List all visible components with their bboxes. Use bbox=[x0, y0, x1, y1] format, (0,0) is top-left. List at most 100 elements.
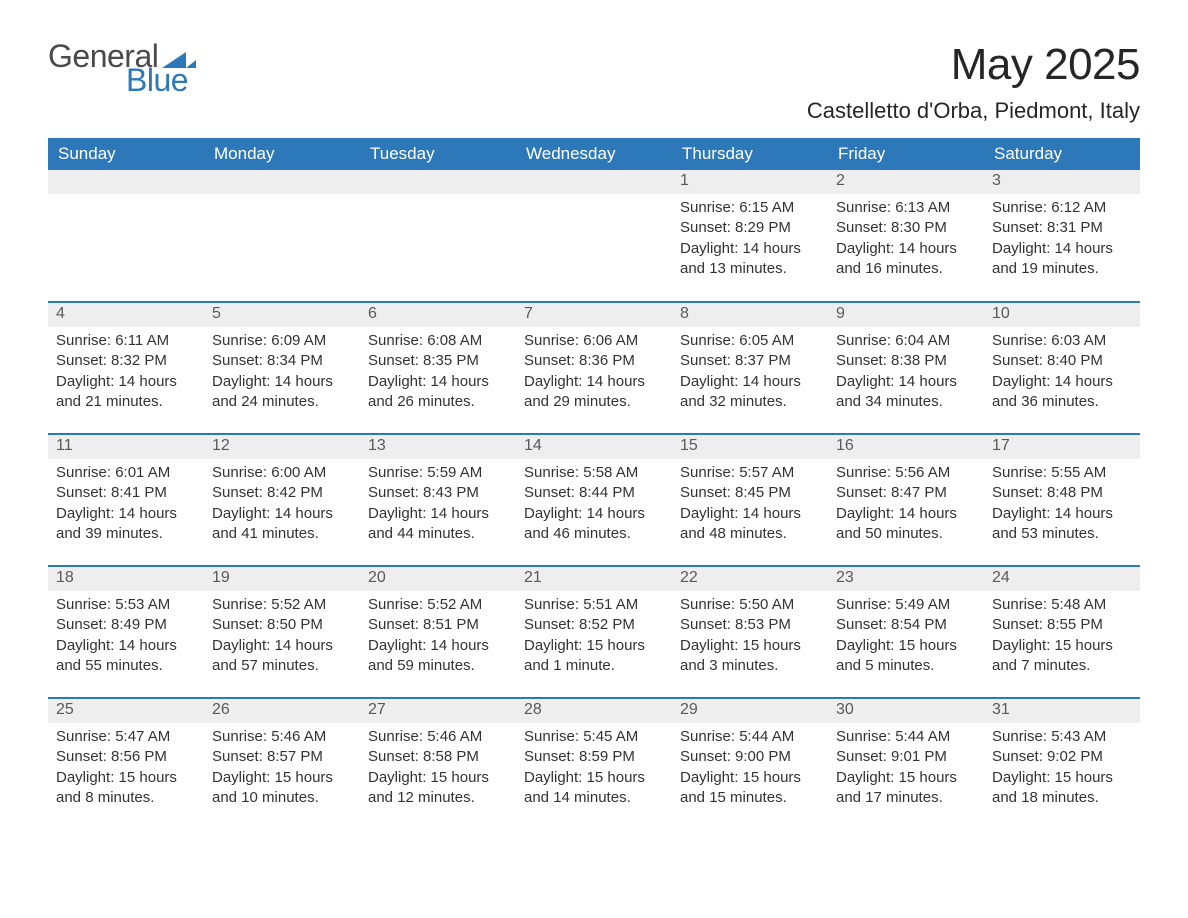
daylight-line-1: Daylight: 15 hours bbox=[524, 636, 664, 656]
calendar-cell: 21Sunrise: 5:51 AMSunset: 8:52 PMDayligh… bbox=[516, 566, 672, 698]
daylight-line-2: and 55 minutes. bbox=[56, 656, 196, 676]
day-number: 31 bbox=[984, 699, 1140, 723]
sunrise-line: Sunrise: 5:48 AM bbox=[992, 595, 1132, 615]
day-number: 7 bbox=[516, 303, 672, 327]
daylight-line-1: Daylight: 14 hours bbox=[836, 239, 976, 259]
brand-logo: General Blue bbox=[48, 40, 196, 96]
calendar-cell: 14Sunrise: 5:58 AMSunset: 8:44 PMDayligh… bbox=[516, 434, 672, 566]
daylight-line-2: and 59 minutes. bbox=[368, 656, 508, 676]
title-block: May 2025 Castelletto d'Orba, Piedmont, I… bbox=[807, 40, 1140, 134]
calendar-cell: 4Sunrise: 6:11 AMSunset: 8:32 PMDaylight… bbox=[48, 302, 204, 434]
daylight-line-1: Daylight: 15 hours bbox=[368, 768, 508, 788]
daylight-line-2: and 46 minutes. bbox=[524, 524, 664, 544]
day-number: 27 bbox=[360, 699, 516, 723]
daylight-line-2: and 26 minutes. bbox=[368, 392, 508, 412]
month-title: May 2025 bbox=[807, 40, 1140, 90]
daylight-line-1: Daylight: 14 hours bbox=[524, 504, 664, 524]
calendar-cell: 11Sunrise: 6:01 AMSunset: 8:41 PMDayligh… bbox=[48, 434, 204, 566]
calendar-cell: 8Sunrise: 6:05 AMSunset: 8:37 PMDaylight… bbox=[672, 302, 828, 434]
sunset-line: Sunset: 8:29 PM bbox=[680, 218, 820, 238]
daylight-line-1: Daylight: 14 hours bbox=[992, 239, 1132, 259]
daylight-line-1: Daylight: 14 hours bbox=[212, 372, 352, 392]
day-number bbox=[204, 170, 360, 194]
sunset-line: Sunset: 8:31 PM bbox=[992, 218, 1132, 238]
sunset-line: Sunset: 8:47 PM bbox=[836, 483, 976, 503]
location-subtitle: Castelletto d'Orba, Piedmont, Italy bbox=[807, 98, 1140, 124]
sunset-line: Sunset: 8:50 PM bbox=[212, 615, 352, 635]
day-details: Sunrise: 5:48 AMSunset: 8:55 PMDaylight:… bbox=[984, 591, 1140, 684]
weekday-header: Wednesday bbox=[516, 138, 672, 170]
daylight-line-1: Daylight: 14 hours bbox=[992, 504, 1132, 524]
day-number: 21 bbox=[516, 567, 672, 591]
daylight-line-1: Daylight: 14 hours bbox=[212, 504, 352, 524]
sunrise-line: Sunrise: 5:44 AM bbox=[680, 727, 820, 747]
day-details: Sunrise: 5:56 AMSunset: 8:47 PMDaylight:… bbox=[828, 459, 984, 552]
day-details: Sunrise: 6:04 AMSunset: 8:38 PMDaylight:… bbox=[828, 327, 984, 420]
day-details: Sunrise: 6:01 AMSunset: 8:41 PMDaylight:… bbox=[48, 459, 204, 552]
daylight-line-2: and 12 minutes. bbox=[368, 788, 508, 808]
sunrise-line: Sunrise: 6:09 AM bbox=[212, 331, 352, 351]
calendar-cell: 9Sunrise: 6:04 AMSunset: 8:38 PMDaylight… bbox=[828, 302, 984, 434]
day-number bbox=[48, 170, 204, 194]
daylight-line-2: and 7 minutes. bbox=[992, 656, 1132, 676]
daylight-line-1: Daylight: 15 hours bbox=[524, 768, 664, 788]
day-details: Sunrise: 5:45 AMSunset: 8:59 PMDaylight:… bbox=[516, 723, 672, 816]
daylight-line-2: and 44 minutes. bbox=[368, 524, 508, 544]
day-number bbox=[516, 170, 672, 194]
weekday-header: Monday bbox=[204, 138, 360, 170]
daylight-line-2: and 8 minutes. bbox=[56, 788, 196, 808]
sunset-line: Sunset: 8:44 PM bbox=[524, 483, 664, 503]
sunrise-line: Sunrise: 5:57 AM bbox=[680, 463, 820, 483]
sunrise-line: Sunrise: 5:55 AM bbox=[992, 463, 1132, 483]
sunrise-line: Sunrise: 6:08 AM bbox=[368, 331, 508, 351]
day-details: Sunrise: 5:55 AMSunset: 8:48 PMDaylight:… bbox=[984, 459, 1140, 552]
calendar-cell-empty bbox=[360, 170, 516, 302]
calendar-cell-empty bbox=[204, 170, 360, 302]
sunrise-line: Sunrise: 5:52 AM bbox=[368, 595, 508, 615]
daylight-line-1: Daylight: 14 hours bbox=[56, 372, 196, 392]
calendar-cell: 17Sunrise: 5:55 AMSunset: 8:48 PMDayligh… bbox=[984, 434, 1140, 566]
sunset-line: Sunset: 8:41 PM bbox=[56, 483, 196, 503]
sunrise-line: Sunrise: 6:06 AM bbox=[524, 331, 664, 351]
day-number: 22 bbox=[672, 567, 828, 591]
day-number bbox=[360, 170, 516, 194]
day-details: Sunrise: 5:51 AMSunset: 8:52 PMDaylight:… bbox=[516, 591, 672, 684]
day-details: Sunrise: 5:52 AMSunset: 8:51 PMDaylight:… bbox=[360, 591, 516, 684]
sunrise-line: Sunrise: 5:44 AM bbox=[836, 727, 976, 747]
day-details: Sunrise: 6:11 AMSunset: 8:32 PMDaylight:… bbox=[48, 327, 204, 420]
calendar-cell: 24Sunrise: 5:48 AMSunset: 8:55 PMDayligh… bbox=[984, 566, 1140, 698]
daylight-line-2: and 15 minutes. bbox=[680, 788, 820, 808]
sunrise-line: Sunrise: 6:04 AM bbox=[836, 331, 976, 351]
day-details: Sunrise: 6:03 AMSunset: 8:40 PMDaylight:… bbox=[984, 327, 1140, 420]
daylight-line-2: and 50 minutes. bbox=[836, 524, 976, 544]
sunset-line: Sunset: 8:40 PM bbox=[992, 351, 1132, 371]
daylight-line-1: Daylight: 14 hours bbox=[212, 636, 352, 656]
calendar-cell: 27Sunrise: 5:46 AMSunset: 8:58 PMDayligh… bbox=[360, 698, 516, 830]
day-details: Sunrise: 6:13 AMSunset: 8:30 PMDaylight:… bbox=[828, 194, 984, 287]
day-number: 19 bbox=[204, 567, 360, 591]
daylight-line-1: Daylight: 14 hours bbox=[368, 504, 508, 524]
calendar-cell: 30Sunrise: 5:44 AMSunset: 9:01 PMDayligh… bbox=[828, 698, 984, 830]
daylight-line-1: Daylight: 14 hours bbox=[524, 372, 664, 392]
sunrise-line: Sunrise: 5:53 AM bbox=[56, 595, 196, 615]
sunset-line: Sunset: 8:48 PM bbox=[992, 483, 1132, 503]
day-number: 3 bbox=[984, 170, 1140, 194]
day-details: Sunrise: 5:53 AMSunset: 8:49 PMDaylight:… bbox=[48, 591, 204, 684]
calendar-cell: 3Sunrise: 6:12 AMSunset: 8:31 PMDaylight… bbox=[984, 170, 1140, 302]
sunset-line: Sunset: 8:51 PM bbox=[368, 615, 508, 635]
sunset-line: Sunset: 8:37 PM bbox=[680, 351, 820, 371]
calendar-week-row: 4Sunrise: 6:11 AMSunset: 8:32 PMDaylight… bbox=[48, 302, 1140, 434]
day-number: 4 bbox=[48, 303, 204, 327]
daylight-line-2: and 10 minutes. bbox=[212, 788, 352, 808]
sunrise-line: Sunrise: 5:50 AM bbox=[680, 595, 820, 615]
day-number: 15 bbox=[672, 435, 828, 459]
sunset-line: Sunset: 8:34 PM bbox=[212, 351, 352, 371]
daylight-line-1: Daylight: 15 hours bbox=[680, 636, 820, 656]
calendar-cell: 26Sunrise: 5:46 AMSunset: 8:57 PMDayligh… bbox=[204, 698, 360, 830]
calendar-cell: 22Sunrise: 5:50 AMSunset: 8:53 PMDayligh… bbox=[672, 566, 828, 698]
sunset-line: Sunset: 8:35 PM bbox=[368, 351, 508, 371]
daylight-line-2: and 3 minutes. bbox=[680, 656, 820, 676]
calendar-cell: 23Sunrise: 5:49 AMSunset: 8:54 PMDayligh… bbox=[828, 566, 984, 698]
calendar-cell: 31Sunrise: 5:43 AMSunset: 9:02 PMDayligh… bbox=[984, 698, 1140, 830]
day-details: Sunrise: 5:46 AMSunset: 8:57 PMDaylight:… bbox=[204, 723, 360, 816]
